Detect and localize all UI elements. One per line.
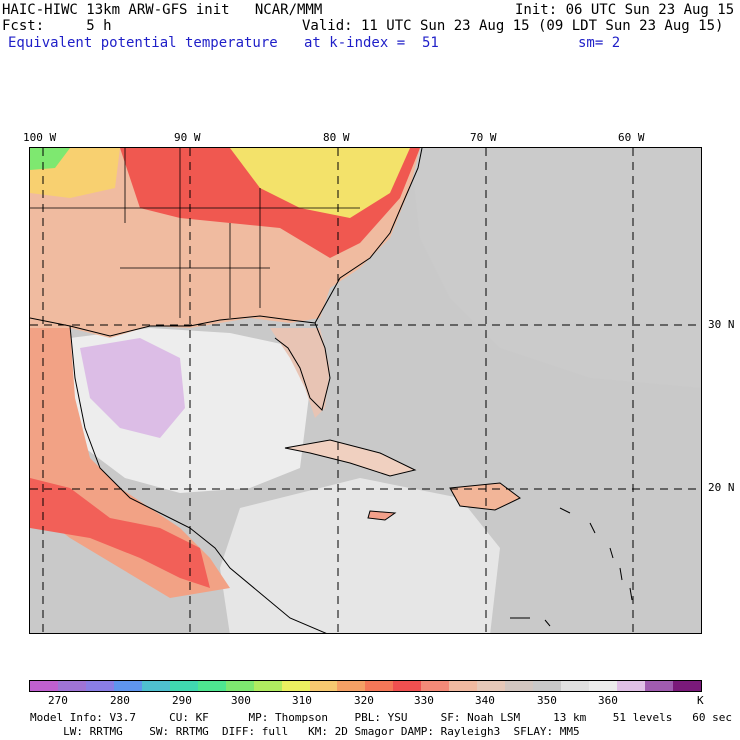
field-name: Equivalent potential temperature — [8, 35, 278, 51]
lesser-antilles-islands — [510, 507, 633, 627]
colorbar-tick-label: 360 — [598, 694, 618, 707]
colorbar-tick-label: 280 — [110, 694, 130, 707]
smoothing-info: sm= 2 — [578, 35, 621, 51]
lon-label-60w: 60 W — [618, 131, 645, 144]
colorbar-tick-label: 350 — [537, 694, 557, 707]
colorbar-swatch — [309, 681, 338, 691]
colorbar-swatch — [365, 681, 394, 691]
map-panel[interactable] — [29, 147, 702, 634]
colorbar-swatch — [533, 681, 562, 691]
colorbar-swatch — [197, 681, 226, 691]
colorbar-tick-label: 300 — [231, 694, 251, 707]
lat-label-30n: 30 N — [708, 318, 735, 331]
lon-label-80w: 80 W — [323, 131, 350, 144]
colorbar-swatch — [449, 681, 478, 691]
nw-green-patch — [30, 148, 70, 170]
model-info-line: Model Info: V3.7 CU: KF MP: Thompson PBL… — [30, 711, 732, 724]
colorbar-swatch — [561, 681, 590, 691]
colorbar-tick-label: 270 — [48, 694, 68, 707]
us-yellow-band — [230, 148, 410, 218]
colorbar-tick-label: K — [697, 694, 704, 707]
colorbar-swatch — [113, 681, 142, 691]
graticule — [30, 148, 701, 633]
colorbar-swatch — [85, 681, 114, 691]
init-time: Init: 06 UTC Sun 23 Aug 15 — [515, 2, 735, 18]
lon-label-70w: 70 W — [470, 131, 497, 144]
colorbar-swatch — [477, 681, 506, 691]
hispaniola-island — [449, 482, 521, 511]
colorbar-tick-label: 290 — [172, 694, 192, 707]
mexico-coastline — [69, 325, 327, 633]
atlantic-region — [410, 148, 701, 388]
colorbar-tick-label: 310 — [292, 694, 312, 707]
colorbar-tick-label: 340 — [475, 694, 495, 707]
colorbar-swatch — [281, 681, 310, 691]
lat-label-20n: 20 N — [708, 481, 735, 494]
colorbar-swatch — [141, 681, 170, 691]
colorbar-swatch — [337, 681, 366, 691]
colorbar-swatch — [672, 681, 701, 691]
colorbar-swatch — [169, 681, 198, 691]
jamaica-island — [367, 510, 397, 521]
forecast-hour: Fcst: 5 h — [2, 18, 112, 34]
colorbar-swatch — [505, 681, 534, 691]
colorbar-swatch — [644, 681, 673, 691]
caribbean-light-region — [220, 478, 500, 633]
physics-info-line: LW: RRTMG SW: RRTMG DIFF: full KM: 2D Sm… — [30, 725, 580, 738]
lon-label-100w: 100 W — [23, 131, 57, 144]
mexico-red — [30, 478, 210, 588]
colorbar-swatch — [57, 681, 86, 691]
colorbar-tick-label: 330 — [414, 694, 434, 707]
lon-label-90w: 90 W — [174, 131, 201, 144]
level-info: at k-index = 51 — [304, 35, 439, 51]
atlantic-coastline — [314, 148, 423, 324]
gulf-coastline — [30, 315, 331, 411]
colorbar-swatch — [253, 681, 282, 691]
colorbar-swatch — [30, 681, 58, 691]
state-borders — [30, 148, 360, 318]
colorbar-tick-label: 320 — [354, 694, 374, 707]
model-title: HAIC-HIWC 13km ARW-GFS init NCAR/MMM — [2, 2, 323, 18]
colorbar — [29, 680, 702, 692]
colorbar-swatch — [393, 681, 422, 691]
colorbar-swatch — [589, 681, 618, 691]
colorbar-swatch — [617, 681, 645, 691]
colorbar-swatch — [421, 681, 450, 691]
valid-time: Valid: 11 UTC Sun 23 Aug 15 (09 LDT Sun … — [302, 18, 724, 34]
florida-land — [270, 328, 330, 418]
gulf-purple-patch — [80, 338, 185, 438]
equivalent-potential-temperature-map — [30, 148, 701, 633]
colorbar-swatch — [225, 681, 254, 691]
